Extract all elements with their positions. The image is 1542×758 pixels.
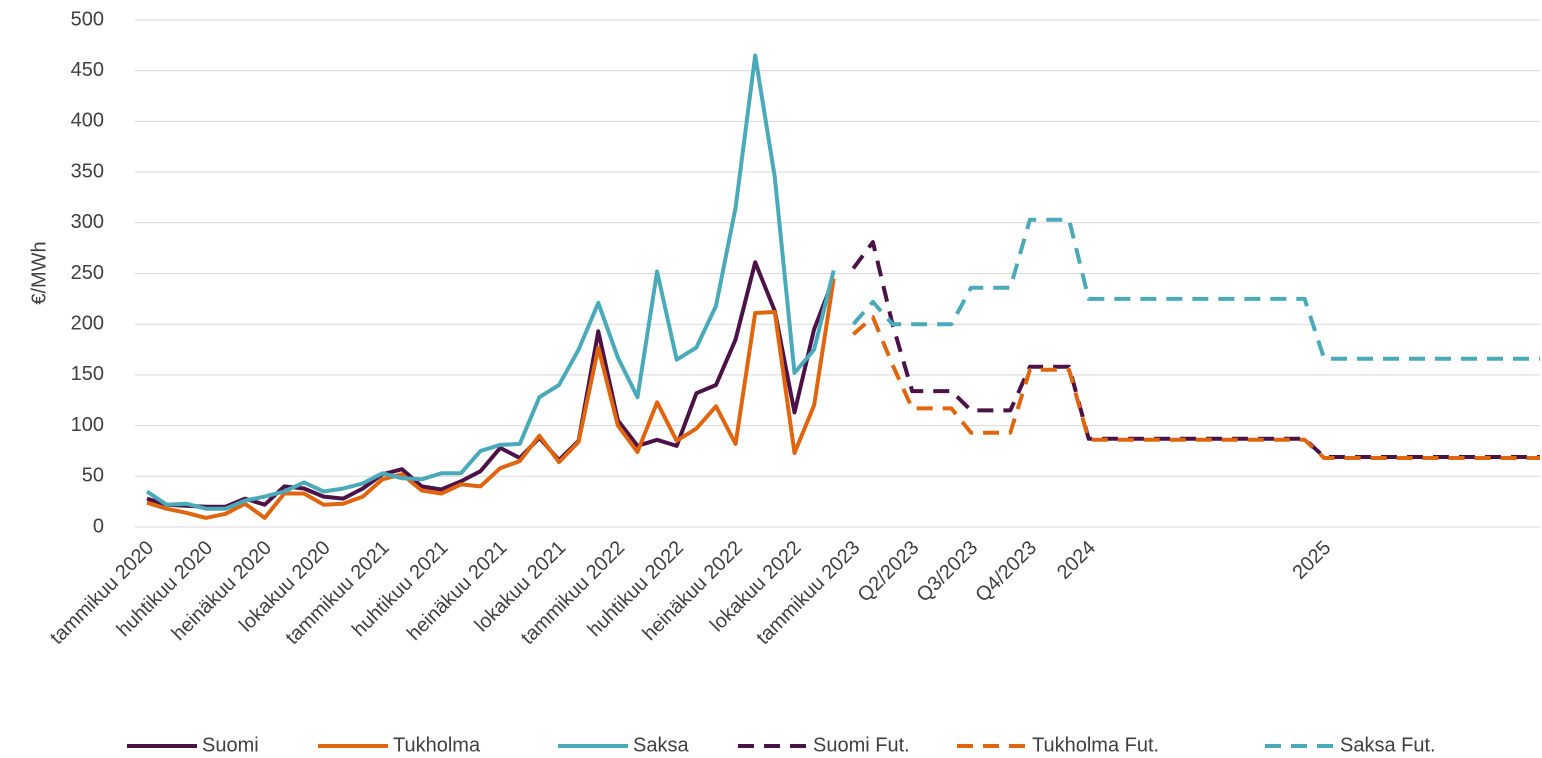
legend-label: Suomi Fut. [813, 734, 910, 756]
series-line [851, 240, 1540, 459]
x-tick-label: tammikuu 2021 [281, 537, 393, 649]
y-axis-label: €/MWh [28, 241, 50, 304]
series-line [851, 217, 1540, 361]
x-tick-label: heinäkuu 2020 [168, 537, 276, 645]
x-tick-label: heinäkuu 2022 [639, 537, 747, 645]
y-tick-label: 350 [71, 160, 104, 182]
x-tick-label: Q2/2023 [854, 537, 924, 607]
y-tick-label: 400 [71, 110, 104, 132]
series-line [146, 278, 836, 520]
legend-label: Saksa [633, 734, 689, 756]
y-tick-label: 450 [71, 59, 104, 81]
y-tick-label: 0 [93, 515, 104, 537]
series-line [851, 315, 1540, 460]
y-tick-label: 150 [71, 363, 104, 385]
x-tick-label: tammikuu 2020 [46, 537, 158, 649]
y-tick-label: 200 [71, 312, 104, 334]
x-tick-label: Q4/2023 [971, 537, 1041, 607]
x-tick-label: 2024 [1053, 537, 1100, 584]
legend-label: Suomi [202, 734, 259, 756]
legend-label: Tukholma Fut. [1032, 734, 1159, 756]
x-tick-label: 2025 [1288, 537, 1335, 584]
legend-label: Saksa Fut. [1340, 734, 1436, 756]
legend-label: Tukholma [393, 734, 481, 756]
x-tick-label: tammikuu 2022 [517, 537, 629, 649]
x-tick-label: tammikuu 2023 [752, 537, 864, 649]
y-tick-label: 100 [71, 414, 104, 436]
y-tick-label: 500 [71, 8, 104, 30]
y-tick-label: 250 [71, 262, 104, 284]
x-tick-label: Q3/2023 [912, 537, 982, 607]
y-tick-label: 50 [82, 465, 104, 487]
series-line [145, 53, 836, 511]
x-tick-label: heinäkuu 2021 [403, 537, 511, 645]
y-tick-label: 300 [71, 211, 104, 233]
series-line [146, 260, 836, 509]
